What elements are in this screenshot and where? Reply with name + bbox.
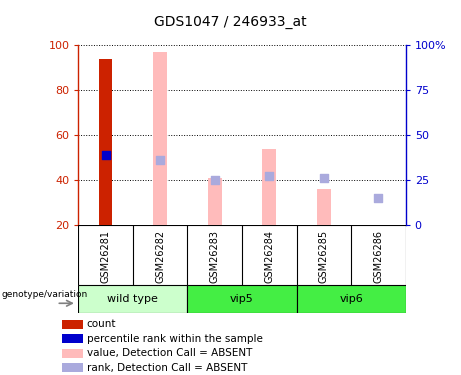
Bar [154,52,167,225]
Point [102,152,109,158]
Bar [62,363,83,372]
Point [320,175,327,181]
Point [266,172,273,178]
Bar [296,285,406,313]
Text: wild type: wild type [107,294,159,304]
Text: vip6: vip6 [339,294,363,304]
Bar [262,148,276,225]
Point [375,195,382,201]
Text: GSM26285: GSM26285 [319,230,329,283]
Bar [188,285,296,313]
Text: count: count [87,319,116,329]
Bar [208,178,222,225]
Text: genotype/variation: genotype/variation [1,290,88,299]
Text: value, Detection Call = ABSENT: value, Detection Call = ABSENT [87,348,252,358]
Point [157,157,164,163]
Bar [99,58,112,225]
Text: GSM26282: GSM26282 [155,230,165,283]
Text: percentile rank within the sample: percentile rank within the sample [87,334,263,344]
Bar [62,349,83,358]
Text: GSM26283: GSM26283 [210,230,220,283]
Point [211,177,219,183]
Bar [62,334,83,343]
Text: vip5: vip5 [230,294,254,304]
Text: GSM26281: GSM26281 [100,230,111,283]
Text: GDS1047 / 246933_at: GDS1047 / 246933_at [154,15,307,29]
Bar [62,320,83,328]
Text: rank, Detection Call = ABSENT: rank, Detection Call = ABSENT [87,363,247,373]
Bar [317,189,331,225]
Bar [78,285,188,313]
Text: GSM26286: GSM26286 [373,230,384,283]
Text: GSM26284: GSM26284 [264,230,274,283]
